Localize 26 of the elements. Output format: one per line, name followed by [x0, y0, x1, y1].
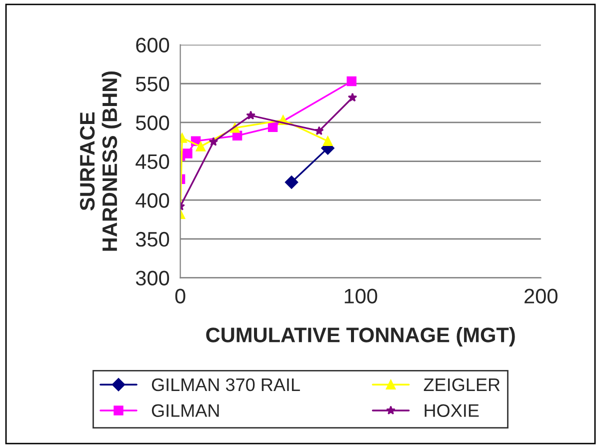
point — [348, 92, 358, 102]
legend-label: ZEIGLER — [424, 378, 500, 392]
legend-label: GILMAN — [152, 404, 219, 417]
x-tick-label: 100 — [344, 288, 378, 304]
point — [314, 126, 324, 136]
y-tick-label: 400 — [136, 193, 170, 208]
point — [182, 148, 192, 158]
y-axis-title: SURFACE HARDNESS (BHN) — [80, 71, 122, 251]
point — [208, 137, 218, 146]
legend-label: HOXIE — [424, 404, 479, 417]
y-tick-label: 450 — [136, 154, 170, 170]
x-axis-title: CUMULATIVE TONNAGE (MGT) — [206, 327, 515, 346]
y-tick-label: 350 — [136, 232, 170, 247]
point — [284, 176, 298, 189]
point — [196, 142, 206, 152]
point — [322, 136, 333, 146]
x-tick-label: 0 — [175, 288, 186, 304]
y-tick-label: 300 — [136, 270, 170, 286]
y-tick-label: 500 — [136, 115, 170, 130]
y-tick-label: 550 — [136, 76, 170, 92]
y-tick-label: 600 — [136, 38, 170, 53]
legend-label: GILMAN 370 RAIL — [152, 378, 300, 392]
point — [268, 122, 278, 132]
point — [246, 110, 256, 120]
x-tick-label: 200 — [524, 288, 558, 304]
point — [346, 76, 356, 86]
